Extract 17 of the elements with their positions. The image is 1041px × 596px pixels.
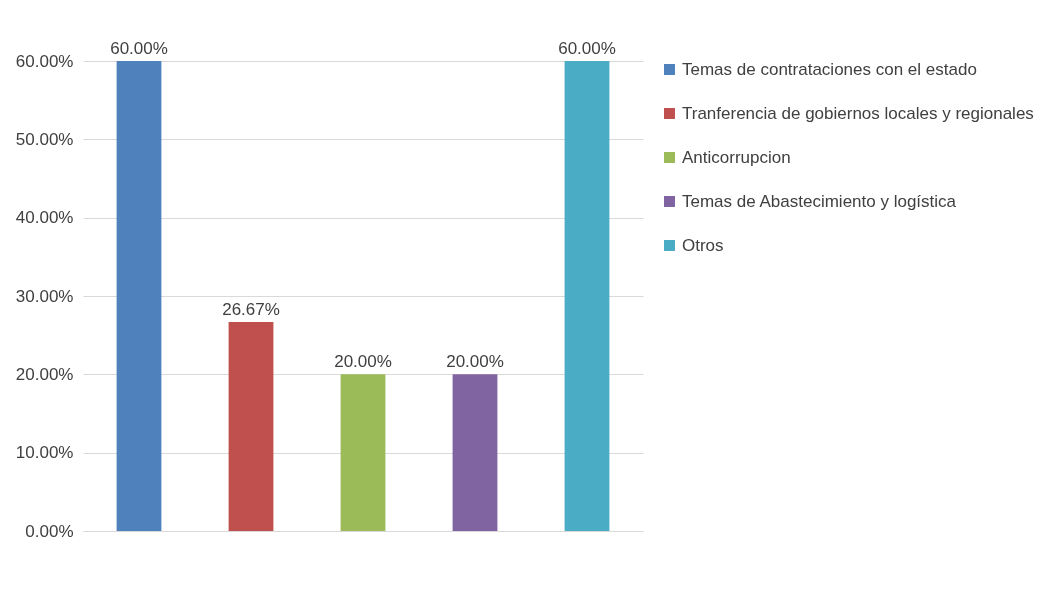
legend-label: Temas de Abastecimiento y logística <box>682 191 957 211</box>
legend-label: Otros <box>682 235 724 255</box>
data-label: 20.00% <box>334 352 392 372</box>
y-tick-label: 40.00% <box>15 208 74 228</box>
data-label: 60.00% <box>110 39 168 58</box>
y-tick-label: 0.00% <box>25 521 74 541</box>
y-tick-label: 10.00% <box>15 443 74 463</box>
data-label: 26.67% <box>222 300 280 320</box>
data-label: 20.00% <box>446 352 504 372</box>
y-tick-label: 30.00% <box>15 286 74 306</box>
legend-label: Anticorrupcion <box>682 147 791 167</box>
y-tick-label: 20.00% <box>15 364 74 384</box>
data-label: 60.00% <box>558 39 616 58</box>
legend-label: Tranferencia de gobiernos locales y regionales <box>682 103 1034 123</box>
y-tick-label: 50.00% <box>15 129 74 149</box>
legend-label: Temas de contrataciones con el estado <box>682 59 977 79</box>
y-tick-label: 60.00% <box>15 51 74 71</box>
